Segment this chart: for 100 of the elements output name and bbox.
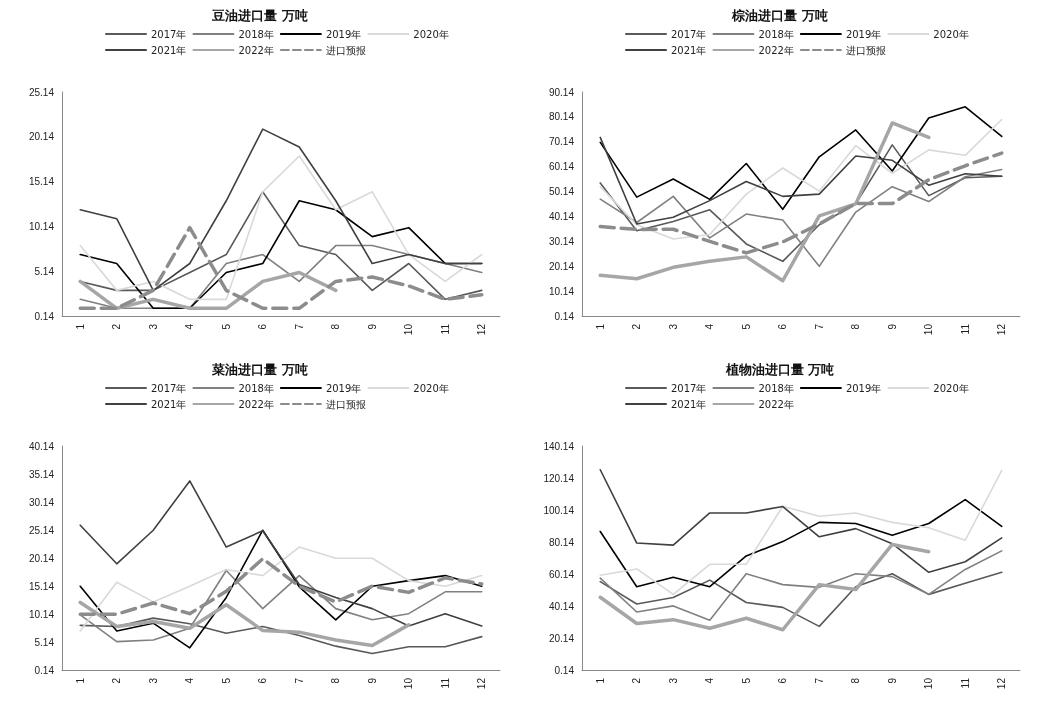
legend-label: 2020年 (933, 28, 969, 40)
line-series (79, 546, 483, 632)
x-tick-label: 8 (330, 677, 342, 684)
y-tick-label: 15.14 (28, 176, 55, 188)
y-tick-label: 40.14 (548, 210, 575, 222)
y-tick-label: 0.14 (554, 310, 575, 322)
y-tick-label: 30.14 (548, 235, 575, 247)
x-tick-label: 2 (111, 677, 123, 684)
x-tick-label: 10 (403, 677, 415, 690)
x-tick-label: 1 (594, 677, 606, 684)
legend-label: 2020年 (413, 28, 449, 40)
legend-label: 2020年 (413, 382, 449, 394)
legend-label: 2018年 (758, 28, 794, 40)
y-tick-label: 100.14 (543, 504, 575, 516)
y-tick-label: 20.14 (548, 260, 575, 272)
y-tick-label: 10.14 (28, 220, 55, 232)
x-tick-label: 8 (850, 323, 862, 330)
x-tick-label: 9 (366, 323, 378, 330)
x-tick-label: 11 (959, 323, 971, 335)
line-series (599, 136, 1003, 225)
x-tick-label: 10 (923, 323, 935, 336)
y-tick-label: 20.14 (28, 131, 55, 143)
x-tick-label: 7 (293, 323, 305, 330)
line-series (78, 270, 338, 311)
legend-label: 2019年 (325, 382, 362, 394)
x-tick-label: 12 (996, 323, 1008, 336)
legend-label: 2022年 (758, 44, 794, 56)
legend-label: 2017年 (151, 28, 187, 40)
legend-label: 2017年 (671, 382, 707, 394)
legend-label: 2017年 (151, 382, 187, 394)
y-tick-label: 80.14 (548, 111, 575, 123)
x-tick-label: 1 (594, 323, 606, 330)
legend-label: 2021年 (671, 398, 707, 410)
chart-title: 植物油进口量 万吨 (724, 362, 835, 377)
y-tick-label: 35.14 (28, 468, 55, 480)
legend-label: 2022年 (758, 398, 794, 410)
y-tick-label: 40.14 (548, 600, 575, 612)
x-tick-label: 6 (257, 323, 269, 330)
legend-label: 2020年 (933, 382, 969, 394)
x-tick-label: 6 (257, 677, 269, 684)
x-tick-label: 3 (667, 323, 679, 330)
x-tick-label: 2 (631, 323, 643, 330)
y-tick-label: 25.14 (28, 524, 55, 536)
y-tick-label: 50.14 (548, 186, 575, 198)
line-series (79, 480, 483, 627)
x-tick-label: 8 (330, 323, 342, 330)
x-tick-label: 5 (740, 677, 752, 684)
chart-title: 棕油进口量 万吨 (731, 8, 828, 23)
legend-label: 2021年 (151, 44, 187, 56)
y-tick-label: 15.14 (28, 580, 55, 592)
legend-label: 2022年 (238, 398, 274, 410)
x-tick-label: 10 (403, 323, 415, 336)
y-tick-label: 120.14 (543, 472, 575, 484)
x-tick-label: 4 (704, 323, 716, 330)
legend-label: 2017年 (671, 28, 707, 40)
y-tick-label: 60.14 (548, 161, 575, 173)
x-tick-label: 7 (293, 677, 305, 684)
legend-label: 2019年 (845, 382, 882, 394)
legend-label: 进口预报 (325, 44, 366, 56)
x-tick-label: 8 (850, 677, 862, 684)
line-series (599, 118, 1003, 240)
x-tick-label: 12 (476, 323, 488, 336)
line-series (78, 600, 411, 648)
x-tick-label: 2 (631, 677, 643, 684)
line-series (599, 468, 1003, 574)
legend-label: 进口预报 (325, 398, 366, 410)
legend-label: 2018年 (238, 28, 274, 40)
y-tick-label: 20.14 (548, 632, 575, 644)
x-tick-label: 5 (220, 677, 232, 684)
x-tick-label: 11 (959, 677, 971, 689)
x-tick-label: 1 (74, 677, 86, 684)
chart-title: 菜油进口量 万吨 (211, 362, 308, 377)
legend-label: 2021年 (671, 44, 707, 56)
x-tick-label: 10 (923, 677, 935, 690)
y-tick-label: 25.14 (28, 86, 55, 98)
y-tick-label: 140.14 (543, 440, 575, 452)
x-tick-label: 12 (476, 677, 488, 690)
x-tick-label: 4 (184, 677, 196, 684)
legend-label: 2018年 (758, 382, 794, 394)
y-tick-label: 0.14 (554, 664, 575, 676)
y-tick-label: 10.14 (548, 285, 575, 297)
line-series (599, 498, 1003, 588)
x-tick-label: 9 (886, 323, 898, 330)
x-tick-label: 6 (777, 323, 789, 330)
x-tick-label: 5 (220, 323, 232, 330)
y-tick-label: 40.14 (28, 440, 55, 452)
line-series (599, 105, 1003, 211)
x-tick-label: 5 (740, 323, 752, 330)
line-series (598, 121, 931, 283)
line-series (79, 529, 483, 649)
y-tick-label: 90.14 (548, 86, 575, 98)
x-tick-label: 4 (704, 677, 716, 684)
x-tick-label: 9 (366, 677, 378, 684)
legend-label: 2018年 (238, 382, 274, 394)
y-tick-label: 5.14 (34, 265, 55, 277)
x-tick-label: 12 (996, 677, 1008, 690)
legend-label: 2021年 (151, 398, 187, 410)
y-tick-label: 60.14 (548, 568, 575, 580)
x-tick-label: 4 (184, 323, 196, 330)
line-series (599, 571, 1003, 628)
